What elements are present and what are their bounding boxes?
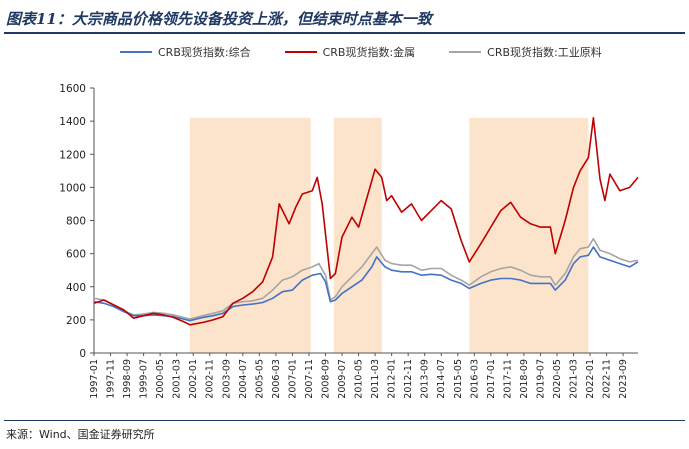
x-tick-label-2012-01: 2012-01 xyxy=(387,359,398,399)
series-line-2 xyxy=(93,117,639,326)
x-tick-label-2020-05: 2020-05 xyxy=(552,359,563,399)
legend-swatch-composite xyxy=(120,51,152,53)
x-tick-label-2022-01: 2022-01 xyxy=(585,359,596,399)
y-tick-label-1000: 1000 xyxy=(59,182,86,194)
x-tick-label-2009-07: 2009-07 xyxy=(337,359,348,399)
chart-title: 图表11：大宗商品价格领先设备投资上涨，但结束时点基本一致 xyxy=(6,10,432,28)
x-tick-label-2002-01: 2002-01 xyxy=(188,359,199,399)
x-tick-label-2017-01: 2017-01 xyxy=(486,359,497,399)
legend-label-composite: CRB现货指数:综合 xyxy=(158,46,251,59)
legend-label-metals: CRB现货指数:金属 xyxy=(322,46,416,59)
series-line-1 xyxy=(93,246,639,322)
y-tick-label-1200: 1200 xyxy=(59,149,86,161)
x-tick-label-1999-07: 1999-07 xyxy=(139,359,150,399)
legend-swatch-metals xyxy=(284,51,317,53)
source-note: 来源：Wind、国金证券研究所 xyxy=(6,428,155,441)
x-tick-label-2006-03: 2006-03 xyxy=(271,359,282,399)
x-tick-label-2013-09: 2013-09 xyxy=(420,359,431,399)
x-tick-label-2017-11: 2017-11 xyxy=(502,359,513,399)
chart-plot: 0 200 400 600 800 1000 1200 1400 1600 1997-01 1997… xyxy=(59,83,639,399)
x-tick-label-2007-01: 2007-01 xyxy=(287,359,298,399)
y-tick-label-400: 400 xyxy=(66,282,86,294)
x-tick-label-1998-09: 1998-09 xyxy=(122,359,133,399)
x-tick-label-2010-05: 2010-05 xyxy=(354,359,365,399)
legend-item-metals: CRB现货指数:金属 xyxy=(284,44,416,60)
x-tick-label-1997-11: 1997-11 xyxy=(106,359,117,399)
source-divider xyxy=(4,420,685,421)
x-tick-label-2000-05: 2000-05 xyxy=(155,359,166,399)
y-tick-label-600: 600 xyxy=(66,249,86,261)
chart-legend: CRB现货指数:综合 CRB现货指数:金属 CRB现货指数:工业原料 xyxy=(120,44,602,60)
x-tick-label-2023-09: 2023-09 xyxy=(618,359,629,399)
legend-item-composite: CRB现货指数:综合 xyxy=(120,44,251,60)
x-tick-label-2012-11: 2012-11 xyxy=(403,359,414,399)
x-tick-label-2022-11: 2022-11 xyxy=(602,359,613,399)
x-tick-label-2019-07: 2019-07 xyxy=(535,359,546,399)
y-tick-label-800: 800 xyxy=(66,216,86,228)
x-tick-label-2002-11: 2002-11 xyxy=(205,359,216,399)
x-tick-label-1997-01: 1997-01 xyxy=(89,359,100,399)
x-tick-label-2014-07: 2014-07 xyxy=(436,359,447,399)
shaded-period-2 xyxy=(333,117,382,353)
x-tick-label-2004-07: 2004-07 xyxy=(238,359,249,399)
legend-swatch-industrial xyxy=(449,51,482,53)
x-tick-label-2007-11: 2007-11 xyxy=(304,359,315,399)
legend-item-industrial: CRB现货指数:工业原料 xyxy=(449,44,602,60)
x-tick-label-2005-05: 2005-05 xyxy=(254,359,265,399)
x-tick-label-2016-03: 2016-03 xyxy=(469,359,480,399)
x-tick-label-2003-09: 2003-09 xyxy=(221,359,232,399)
y-tick-label-200: 200 xyxy=(66,315,86,327)
legend-label-industrial: CRB现货指数:工业原料 xyxy=(487,46,602,59)
y-tick-label-0: 0 xyxy=(79,348,86,360)
series-line-3 xyxy=(93,237,639,320)
y-tick-label-1400: 1400 xyxy=(59,116,86,128)
y-tick-label-1600: 1600 xyxy=(59,83,86,95)
shaded-period-3 xyxy=(469,117,589,353)
title-bar: 图表11：大宗商品价格领先设备投资上涨，但结束时点基本一致 xyxy=(4,6,685,34)
x-tick-label-2011-03: 2011-03 xyxy=(370,359,381,399)
x-tick-label-2001-03: 2001-03 xyxy=(172,359,183,399)
x-tick-label-2008-09: 2008-09 xyxy=(320,359,331,399)
x-tick-label-2018-09: 2018-09 xyxy=(519,359,530,399)
x-tick-label-2015-05: 2015-05 xyxy=(453,359,464,399)
x-tick-label-2021-03: 2021-03 xyxy=(569,359,580,399)
shaded-period-1 xyxy=(189,117,311,353)
